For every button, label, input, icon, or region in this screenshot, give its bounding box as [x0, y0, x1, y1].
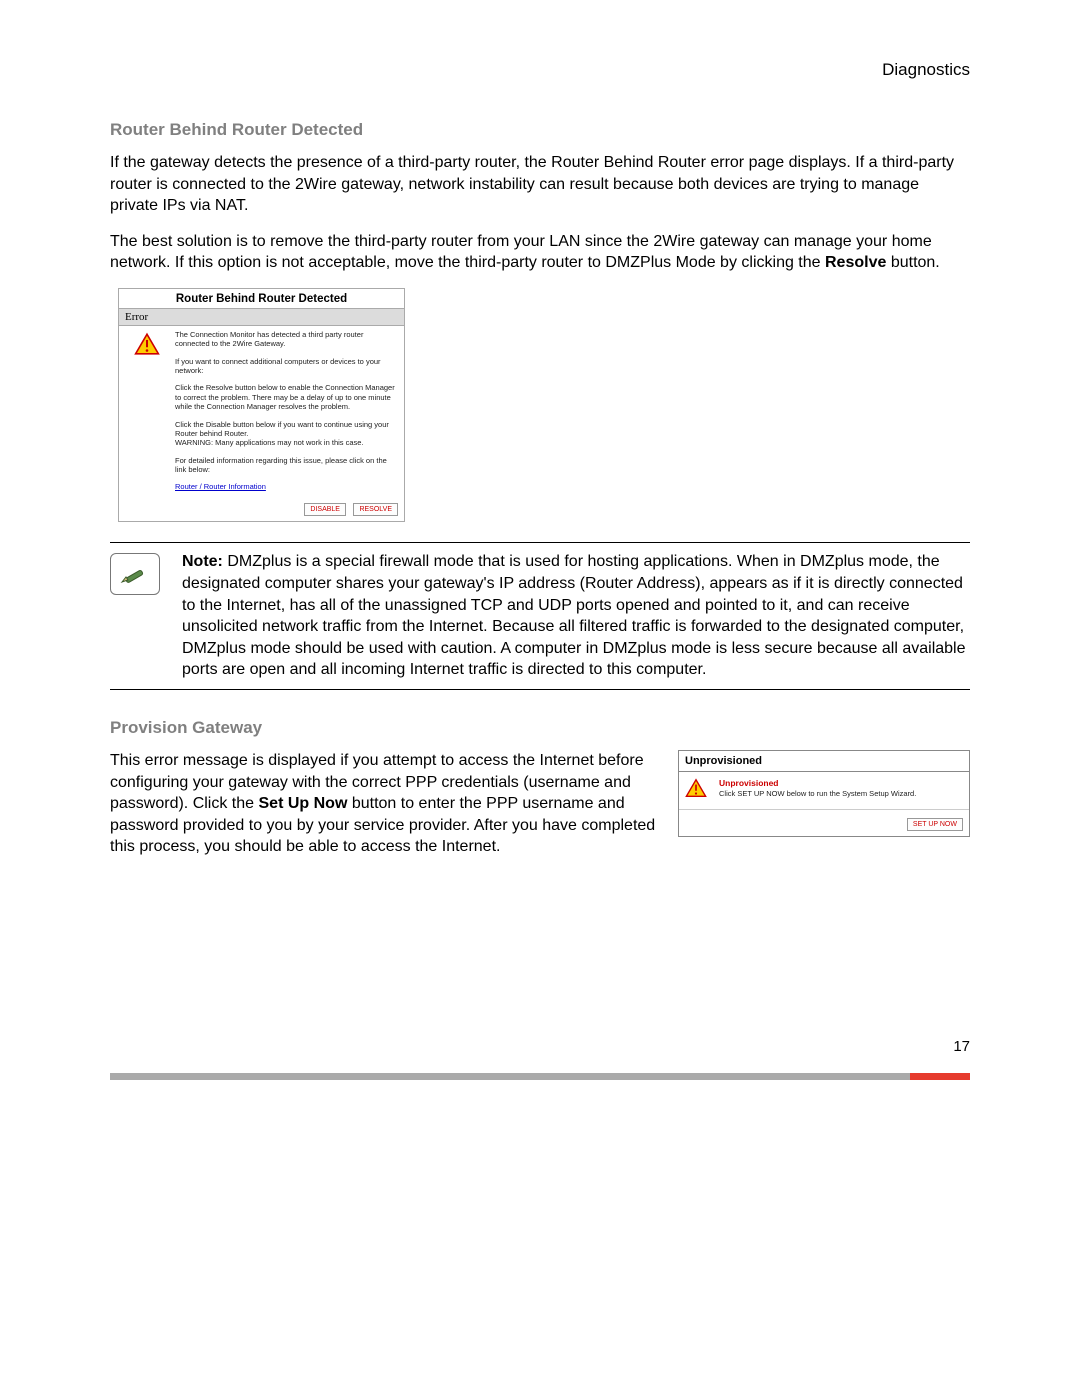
s1-p5: For detailed information regarding this … [175, 456, 396, 475]
disable-button[interactable]: DISABLE [304, 503, 346, 516]
section1-para2-post: button. [886, 254, 939, 271]
section2-heading: Provision Gateway [110, 718, 970, 738]
s1-p4: Click the Disable button below if you wa… [175, 420, 396, 448]
warning-icon [134, 332, 160, 356]
router-error-screenshot: Router Behind Router Detected Error The … [118, 288, 405, 523]
warning-icon [685, 778, 707, 798]
note-callout: Note: DMZplus is a special firewall mode… [110, 542, 970, 690]
document-page: Diagnostics Router Behind Router Detecte… [0, 0, 1080, 1140]
resolve-button[interactable]: RESOLVE [353, 503, 398, 516]
note-label: Note: [182, 553, 223, 570]
s1-p2: If you want to connect additional comput… [175, 357, 396, 376]
s1-title: Router Behind Router Detected [119, 289, 404, 308]
footer-color-bar [110, 1073, 970, 1080]
section1-para1: If the gateway detects the presence of a… [110, 152, 970, 217]
s2-desc: Click SET UP NOW below to run the System… [719, 789, 963, 798]
s1-p3: Click the Resolve button below to enable… [175, 383, 396, 411]
s1-text: The Connection Monitor has detected a th… [175, 330, 404, 495]
unprovisioned-screenshot: Unprovisioned Unprovisioned Click SET UP… [678, 750, 970, 837]
note-body: DMZplus is a special firewall mode that … [182, 553, 966, 678]
router-info-link[interactable]: Router / Router Information [175, 482, 266, 491]
section1-para2-pre: The best solution is to remove the third… [110, 233, 932, 272]
s1-p1: The Connection Monitor has detected a th… [175, 330, 396, 349]
page-header-section: Diagnostics [110, 60, 970, 80]
s1-error-bar: Error [119, 308, 404, 326]
setup-now-button[interactable]: SET UP NOW [907, 818, 963, 831]
note-pencil-icon [110, 553, 160, 595]
section1-para2-bold: Resolve [825, 254, 886, 271]
page-number: 17 [110, 1038, 970, 1055]
section2-para: This error message is displayed if you a… [110, 750, 656, 858]
s2-title: Unprovisioned [679, 751, 969, 772]
section1-heading: Router Behind Router Detected [110, 120, 970, 140]
s2-heading: Unprovisioned [719, 778, 963, 788]
note-text: Note: DMZplus is a special firewall mode… [182, 551, 970, 681]
section2-para-bold: Set Up Now [259, 795, 348, 812]
section1-para2: The best solution is to remove the third… [110, 231, 970, 274]
